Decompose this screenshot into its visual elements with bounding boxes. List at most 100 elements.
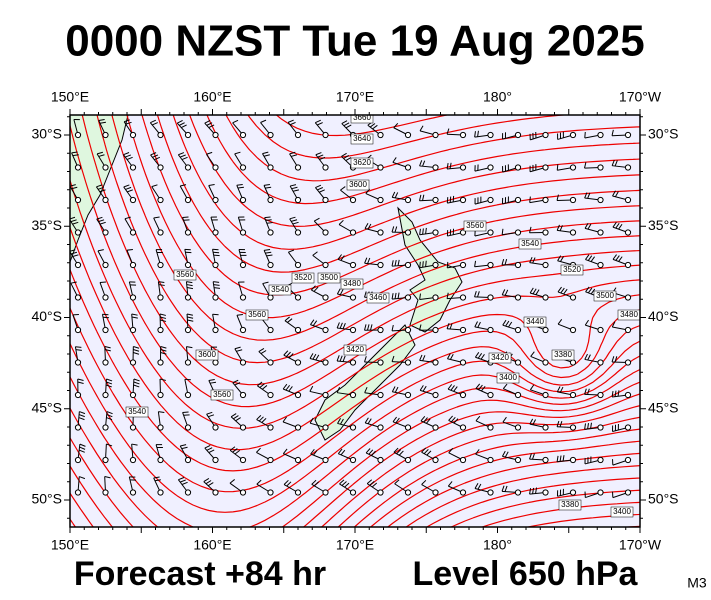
- barb-flag: [78, 417, 85, 421]
- barb-station: [597, 131, 604, 139]
- barb-station: [184, 456, 192, 464]
- contour-label-box: [340, 278, 364, 290]
- barb-station: [184, 359, 192, 366]
- barb-station: [487, 326, 494, 334]
- barb-flag: [364, 417, 369, 424]
- barb-station: [239, 326, 247, 334]
- barb-flag: [364, 387, 368, 393]
- axes: 150°E 150°E 160°E 160°E 170°E 170°E 180° 180° 17…: [31, 89, 678, 553]
- barb-flag: [292, 221, 299, 225]
- lon-label: 160°E: [193, 537, 231, 553]
- barb-flag: [611, 159, 615, 166]
- barb-station: [157, 424, 164, 431]
- barb-station: [157, 456, 164, 464]
- barb-flag: [391, 293, 394, 300]
- barb-flag: [612, 221, 617, 228]
- barb-flag: [236, 183, 243, 186]
- barb-station: [514, 391, 522, 399]
- barb-flag: [180, 184, 187, 187]
- barb-flag: [208, 414, 215, 418]
- barb-flag: [394, 192, 399, 199]
- barb-flag: [158, 284, 165, 286]
- barb-station: [597, 326, 604, 334]
- barb-station: [157, 196, 164, 204]
- barb-flag: [584, 353, 588, 360]
- barb-station: [542, 489, 549, 496]
- barb-flag: [266, 254, 273, 257]
- barb-flag: [153, 476, 160, 479]
- barb-flag: [504, 289, 509, 296]
- barb-station: [459, 131, 467, 139]
- barb-flag: [446, 128, 450, 135]
- barb-flag: [72, 154, 79, 157]
- barb-flag: [125, 186, 132, 190]
- barb-flag: [133, 346, 140, 349]
- barb-station: [349, 456, 357, 464]
- barb-flag: [367, 223, 372, 230]
- barb-station: [624, 196, 632, 204]
- sea: [70, 115, 640, 527]
- barb-flag: [179, 479, 186, 483]
- barb-station: [157, 164, 164, 171]
- barb-flag: [365, 448, 371, 454]
- barb-flag: [425, 227, 427, 234]
- barb-flag: [394, 226, 398, 233]
- barb-flag: [158, 411, 165, 413]
- barb-station: [404, 424, 412, 431]
- barb-flag: [369, 123, 376, 128]
- contour-line: [225, 115, 640, 182]
- barb-flag: [612, 190, 616, 197]
- barb-flag: [587, 423, 589, 430]
- barb-station: [432, 131, 439, 139]
- barb-flag: [213, 251, 220, 254]
- barb-station: [487, 424, 494, 431]
- barb-flag: [126, 156, 133, 160]
- barb-flag: [205, 480, 212, 485]
- barb-station: [322, 391, 329, 399]
- barb-flag: [529, 384, 535, 391]
- barb-station: [294, 196, 302, 204]
- barb-flag: [336, 288, 341, 295]
- barb-flag: [529, 287, 534, 294]
- barb-station: [624, 131, 632, 139]
- barb-station: [129, 196, 137, 204]
- barb-station: [487, 196, 494, 204]
- barb-flag: [397, 259, 400, 266]
- barb-flag: [587, 388, 590, 395]
- barb-flag: [313, 481, 319, 487]
- barb-flag: [266, 222, 273, 224]
- barb-flag: [79, 443, 86, 447]
- barb-flag: [343, 155, 350, 159]
- barb-flag: [123, 152, 130, 156]
- barb-flag: [475, 383, 481, 389]
- barb-flag: [504, 485, 508, 492]
- barb-flag: [286, 351, 291, 357]
- barb-flag: [340, 449, 346, 456]
- barb-station: [294, 326, 302, 334]
- barb-station: [239, 489, 247, 496]
- barb-flag: [213, 287, 221, 289]
- barb-station: [624, 424, 632, 431]
- barb-station: [129, 164, 137, 171]
- title: 0000 NZST Tue 19 Aug 2025: [65, 17, 645, 66]
- barb-station: [294, 489, 302, 496]
- barb-flag: [478, 384, 483, 391]
- barb-flag: [392, 416, 397, 423]
- contour-label-box: [268, 284, 292, 296]
- contour-label: 3420: [491, 353, 509, 362]
- barb-station: [432, 424, 439, 431]
- barb-flag: [453, 418, 459, 424]
- barb-flag: [368, 449, 374, 455]
- lon-label: 180°: [483, 89, 512, 105]
- barb-station: [129, 229, 137, 236]
- barb-station: [514, 326, 522, 334]
- barb-flag: [557, 319, 563, 325]
- barb-flag: [530, 351, 535, 357]
- barb-station: [569, 359, 577, 366]
- barb-flag: [77, 378, 84, 381]
- barb-flag: [264, 248, 271, 251]
- barb-flag: [391, 226, 395, 233]
- barb-flag: [584, 192, 588, 199]
- barb-flag: [587, 255, 593, 261]
